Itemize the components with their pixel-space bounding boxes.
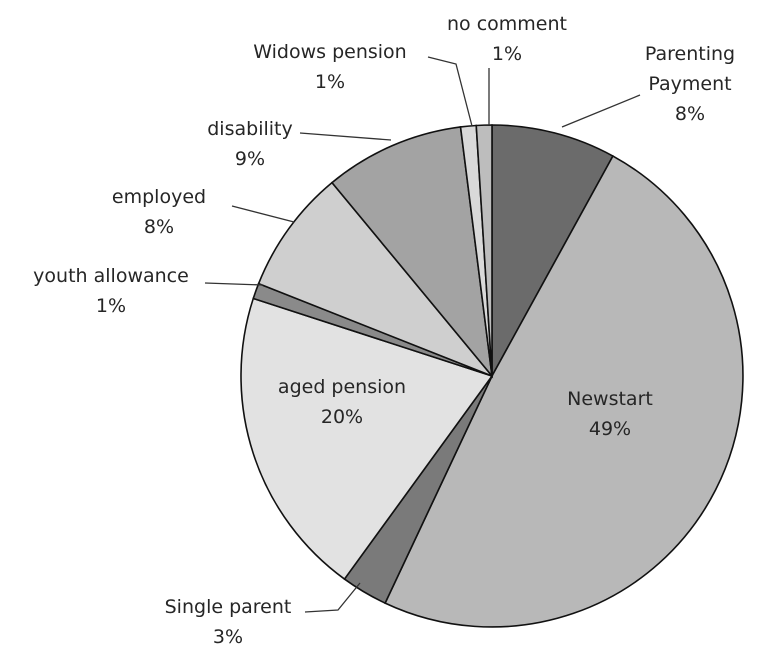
value-label-youth-allowance: 1% bbox=[96, 295, 126, 317]
pie-slice-disability bbox=[330, 126, 494, 379]
leader-line-parenting-payment bbox=[561, 94, 641, 128]
value-label-employed: 8% bbox=[144, 216, 174, 238]
leader-line-employed bbox=[231, 205, 295, 223]
category-label-widows-pension: Widows pension bbox=[253, 41, 406, 63]
pie-slice-employed bbox=[257, 181, 493, 377]
category-label-disability: disability bbox=[207, 118, 292, 140]
leader-lines bbox=[204, 56, 641, 613]
value-label-no-comment: 1% bbox=[492, 43, 522, 65]
pie-slices bbox=[240, 124, 744, 628]
leader-line-youth-allowance bbox=[204, 282, 264, 286]
category-label-aged-pension: aged pension bbox=[278, 376, 406, 398]
pie-slice-parenting-payment bbox=[491, 124, 615, 377]
leader-line-widows-pension bbox=[427, 56, 473, 127]
leader-line-disability bbox=[299, 132, 392, 141]
category-label-newstart: Newstart bbox=[567, 388, 653, 410]
value-label-parenting-payment: 8% bbox=[675, 103, 705, 125]
category-label-parenting-payment: Payment bbox=[648, 73, 731, 95]
pie-slice-newstart bbox=[384, 154, 744, 628]
value-label-single-parent: 3% bbox=[213, 626, 243, 648]
leader-line-single-parent bbox=[304, 582, 361, 613]
value-label-aged-pension: 20% bbox=[321, 406, 363, 428]
category-label-no-comment: no comment bbox=[447, 13, 567, 35]
pie-slice-aged-pension bbox=[240, 297, 494, 581]
pie-slice-no-comment bbox=[475, 124, 493, 377]
value-label-newstart: 49% bbox=[589, 418, 631, 440]
category-label-youth-allowance: youth allowance bbox=[33, 265, 189, 287]
category-label-single-parent: Single parent bbox=[165, 596, 292, 618]
category-label-employed: employed bbox=[112, 186, 206, 208]
value-label-disability: 9% bbox=[235, 148, 265, 170]
pie-labels: Parenting Payment 8% Newstart 49% Single pare… bbox=[33, 13, 735, 648]
value-label-widows-pension: 1% bbox=[315, 71, 345, 93]
category-label-parenting-payment: Parenting bbox=[645, 43, 735, 65]
